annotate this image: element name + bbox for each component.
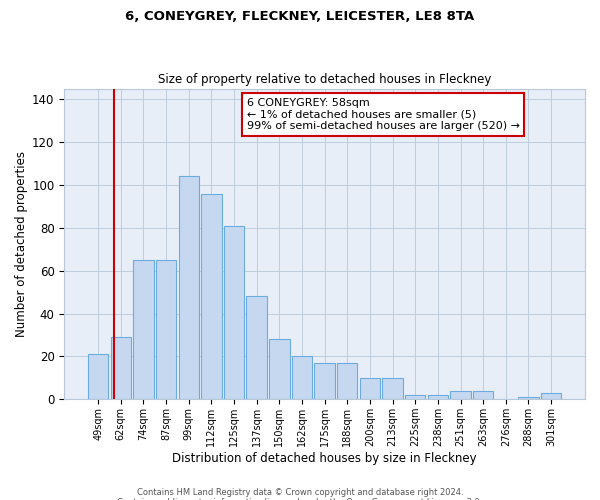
Bar (133, 260, 154, 400)
Bar (88, 354, 109, 400)
Bar (451, 390, 471, 400)
Bar (179, 176, 199, 400)
Bar (224, 226, 244, 400)
Text: Contains HM Land Registry data © Crown copyright and database right 2024.: Contains HM Land Registry data © Crown c… (137, 488, 463, 497)
Bar (110, 337, 131, 400)
Bar (337, 363, 358, 400)
Bar (382, 378, 403, 400)
Bar (247, 296, 267, 400)
Bar (156, 260, 176, 400)
Bar (269, 340, 290, 400)
Y-axis label: Number of detached properties: Number of detached properties (15, 151, 28, 337)
Title: Size of property relative to detached houses in Fleckney: Size of property relative to detached ho… (158, 73, 491, 86)
Bar (292, 356, 312, 400)
Bar (541, 393, 562, 400)
Bar (473, 390, 493, 400)
Text: 6 CONEYGREY: 58sqm
← 1% of detached houses are smaller (5)
99% of semi-detached : 6 CONEYGREY: 58sqm ← 1% of detached hous… (247, 98, 520, 131)
Bar (518, 397, 539, 400)
Text: 6, CONEYGREY, FLECKNEY, LEICESTER, LE8 8TA: 6, CONEYGREY, FLECKNEY, LEICESTER, LE8 8… (125, 10, 475, 23)
X-axis label: Distribution of detached houses by size in Fleckney: Distribution of detached houses by size … (172, 452, 477, 465)
Bar (360, 378, 380, 400)
Bar (405, 395, 425, 400)
Bar (314, 363, 335, 400)
Bar (201, 194, 221, 400)
Text: Contains public sector information licensed under the Open Government Licence v3: Contains public sector information licen… (118, 498, 482, 500)
Bar (428, 395, 448, 400)
